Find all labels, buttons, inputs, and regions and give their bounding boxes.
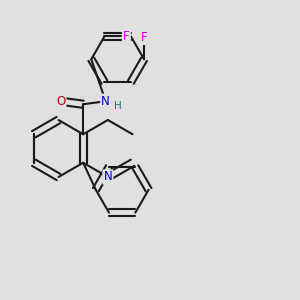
- Text: F: F: [141, 31, 147, 44]
- Text: H: H: [114, 101, 122, 111]
- Text: O: O: [56, 95, 65, 108]
- Text: N: N: [101, 95, 110, 108]
- Text: F: F: [123, 30, 130, 43]
- Text: N: N: [103, 170, 112, 184]
